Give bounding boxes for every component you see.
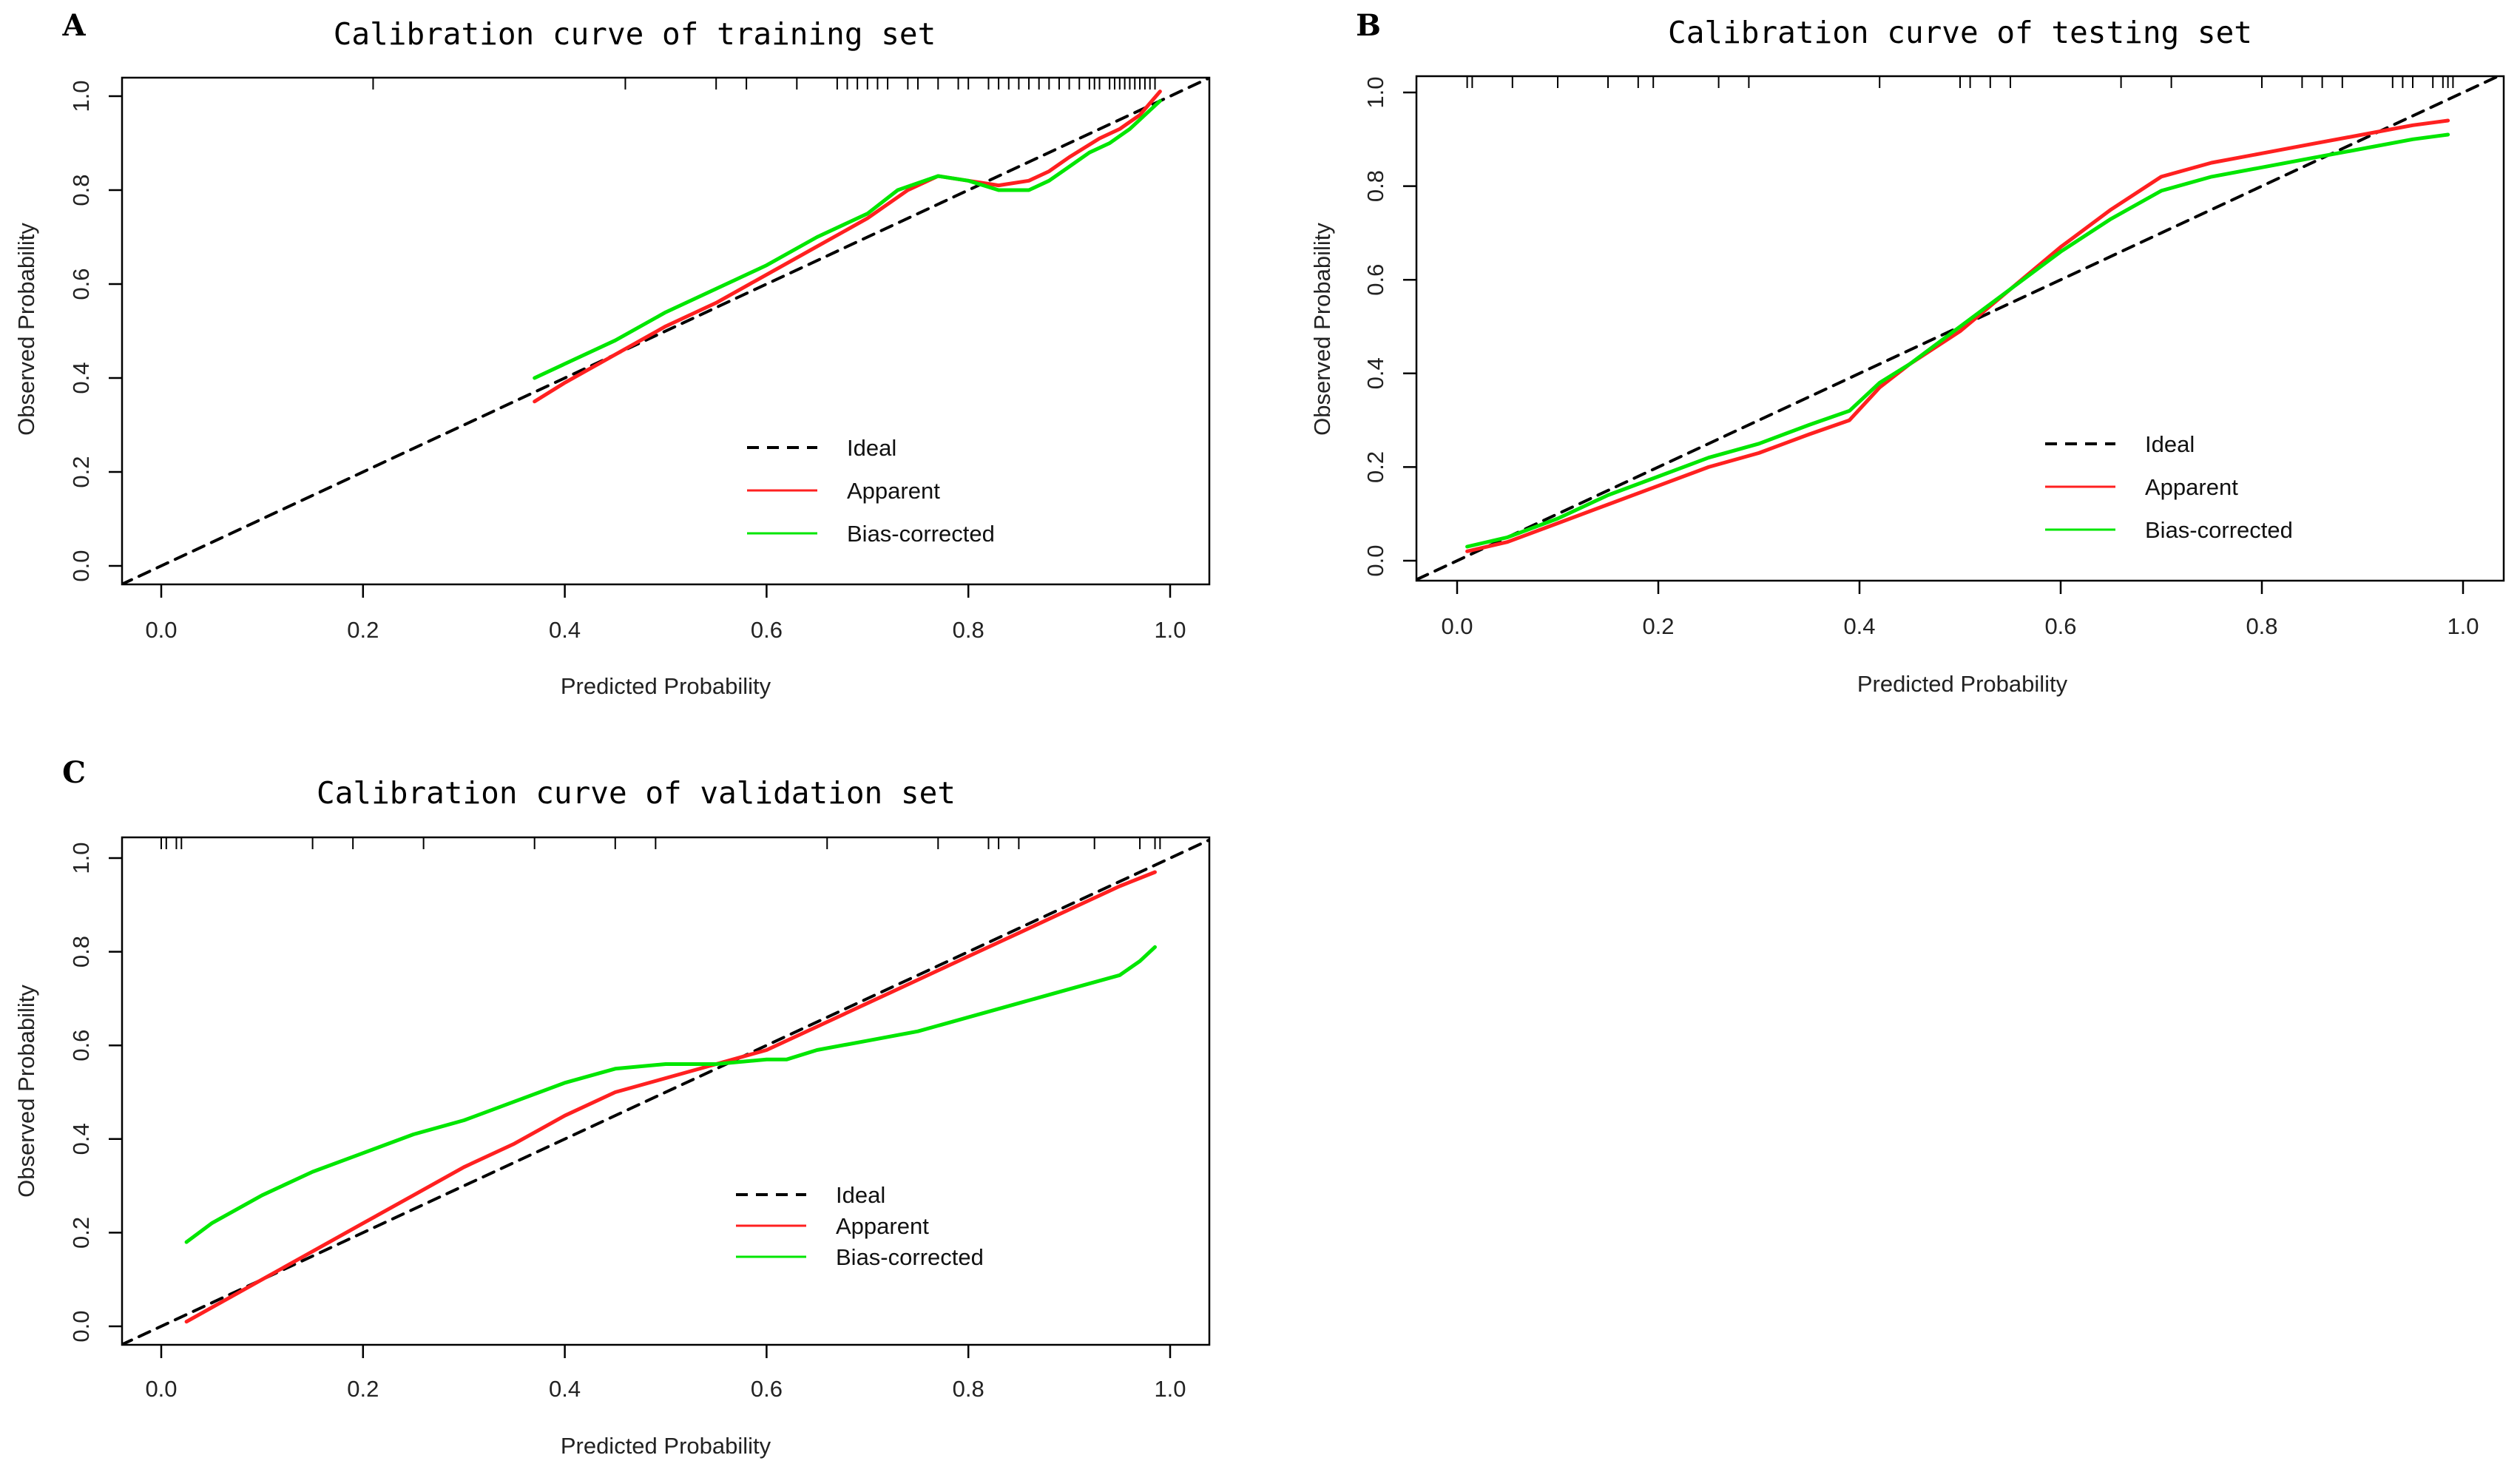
- y-tick-label: 0.8: [68, 174, 94, 206]
- chart-panel-c: C Calibration curve of validation set 0.0 0…: [13, 755, 1211, 1459]
- chart-title: Calibration curve of validation set: [317, 775, 956, 811]
- x-tick-label: 0.0: [1441, 613, 1473, 639]
- y-axis-title: Observed Probability: [13, 985, 39, 1198]
- y-axis-title: Observed Probability: [1309, 223, 1335, 436]
- x-tick-label: 0.4: [549, 617, 581, 643]
- y-tick-label: 0.6: [68, 268, 94, 300]
- y-axis-title: Observed Probability: [13, 223, 39, 436]
- panel-letter: C: [62, 755, 86, 790]
- series-line-ideal: [122, 78, 1209, 584]
- series-line-apparent: [1465, 118, 2450, 553]
- plot-area: [122, 838, 1209, 1345]
- y-tick-label: 0.4: [68, 1123, 94, 1155]
- y-tick-label: 0.0: [1362, 544, 1388, 576]
- chart-title: Calibration curve of training set: [334, 16, 936, 52]
- series-line-bias-corrected: [184, 945, 1157, 1244]
- y-tick-label: 0.0: [68, 1310, 94, 1342]
- y-tick-label: 0.4: [1362, 357, 1388, 389]
- legend-label: Apparent: [836, 1213, 929, 1239]
- y-tick-label: 1.0: [68, 80, 94, 112]
- legend-label: Bias-corrected: [836, 1244, 984, 1270]
- panel-letter: B: [1356, 8, 1381, 43]
- y-tick-label: 0.8: [68, 936, 94, 968]
- legend-label: Ideal: [836, 1182, 885, 1208]
- plot-frame: [121, 836, 1211, 1346]
- y-tick-label: 0.6: [1362, 264, 1388, 296]
- x-tick-label: 0.4: [1843, 613, 1875, 639]
- legend: Ideal Apparent Bias-corrected: [736, 1182, 984, 1270]
- series-line-apparent: [184, 870, 1157, 1324]
- series-line-bias-corrected: [533, 98, 1162, 380]
- plot-frame: [121, 76, 1211, 586]
- chart-panel-a: A Calibration curve of training set 0.0 0.2…: [13, 8, 1211, 699]
- x-tick-label: 0.8: [2246, 613, 2277, 639]
- x-axis-title: Predicted Probability: [1857, 671, 2068, 697]
- chart-title: Calibration curve of testing set: [1668, 15, 2252, 50]
- legend: Ideal Apparent Bias-corrected: [2045, 431, 2293, 543]
- y-tick-label: 0.0: [68, 550, 94, 581]
- legend-label: Bias-corrected: [847, 521, 995, 547]
- panel-letter: A: [61, 8, 86, 43]
- x-tick-label: 0.2: [1642, 613, 1674, 639]
- x-tick-label: 0.0: [145, 617, 177, 643]
- legend-label: Bias-corrected: [2145, 517, 2293, 543]
- y-tick-label: 0.8: [1362, 170, 1388, 202]
- x-axis-title: Predicted Probability: [561, 673, 771, 699]
- x-tick-label: 0.4: [549, 1376, 581, 1402]
- y-tick-label: 0.4: [68, 362, 94, 394]
- y-tick-label: 1.0: [68, 842, 94, 874]
- legend-label: Ideal: [847, 435, 896, 461]
- legend-label: Apparent: [2145, 474, 2238, 500]
- x-tick-label: 0.6: [751, 617, 783, 643]
- plot-area: [122, 78, 1209, 584]
- x-tick-label: 0.6: [2044, 613, 2076, 639]
- x-tick-label: 1.0: [1154, 1376, 1186, 1402]
- legend-label: Ideal: [2145, 431, 2195, 457]
- plot-area: [1416, 76, 2502, 581]
- y-tick-label: 0.2: [68, 456, 94, 487]
- y-tick-label: 0.2: [68, 1217, 94, 1249]
- series-line-ideal: [122, 838, 1209, 1345]
- y-tick-label: 0.6: [68, 1030, 94, 1061]
- x-tick-label: 0.8: [953, 1376, 984, 1402]
- x-tick-label: 1.0: [2447, 613, 2479, 639]
- chart-panel-b: B Calibration curve of testing set 0.0 0.2 0…: [1309, 8, 2505, 697]
- x-tick-label: 1.0: [1154, 617, 1186, 643]
- x-tick-label: 0.0: [145, 1376, 177, 1402]
- x-tick-label: 0.2: [347, 1376, 379, 1402]
- x-tick-label: 0.2: [347, 617, 379, 643]
- x-tick-label: 0.6: [751, 1376, 783, 1402]
- x-tick-label: 0.8: [953, 617, 984, 643]
- y-tick-label: 1.0: [1362, 76, 1388, 108]
- legend-label: Apparent: [847, 478, 940, 504]
- legend: Ideal Apparent Bias-corrected: [747, 435, 995, 547]
- y-tick-label: 0.2: [1362, 451, 1388, 483]
- x-axis-title: Predicted Probability: [561, 1433, 771, 1459]
- series-line-bias-corrected: [1465, 132, 2450, 549]
